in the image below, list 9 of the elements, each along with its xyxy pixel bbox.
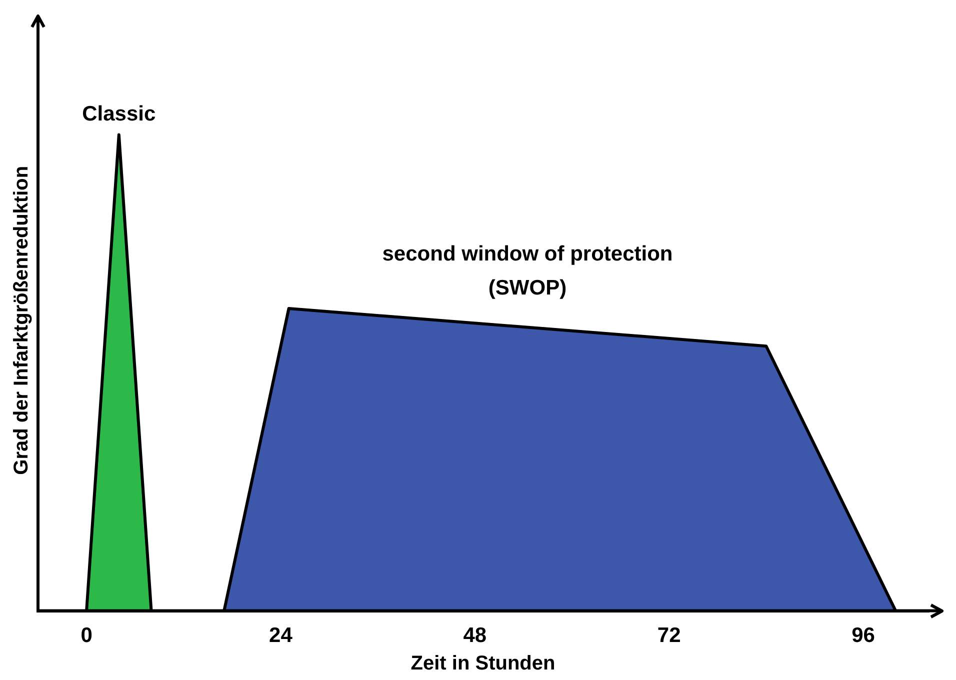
- x-tick-label: 72: [657, 624, 681, 648]
- series-label: Classic: [82, 102, 156, 126]
- series-label: second window of protection (SWOP): [382, 242, 673, 300]
- x-tick-label: 96: [852, 624, 875, 648]
- x-tick-label: 24: [269, 624, 293, 648]
- y-axis-title: Grad der Infarktgrößenreduktion: [10, 166, 33, 475]
- x-tick-label: 0: [80, 624, 92, 648]
- x-tick-label: 48: [463, 624, 487, 648]
- x-axis-title: Zeit in Stunden: [410, 652, 556, 675]
